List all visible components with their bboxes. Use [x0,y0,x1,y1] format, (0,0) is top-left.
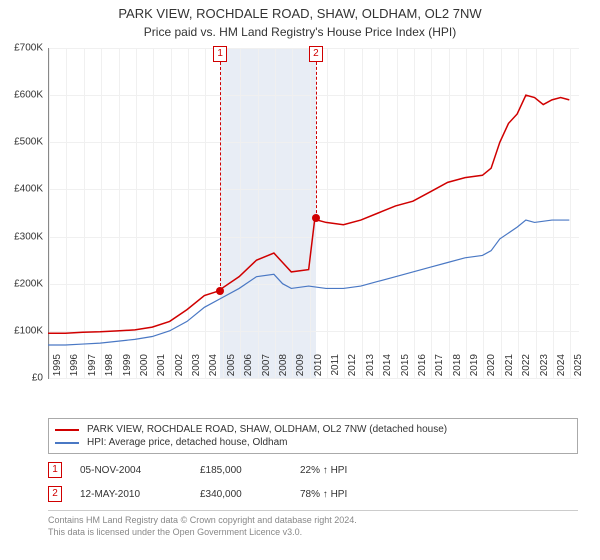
legend-row: HPI: Average price, detached house, Oldh… [55,436,571,449]
event-diff: 22% ↑ HPI [300,465,400,476]
legend-swatch [55,429,79,431]
y-axis-label: £700K [0,43,43,54]
y-axis-label: £300K [0,231,43,242]
series-property [48,95,569,333]
chart-subtitle: Price paid vs. HM Land Registry's House … [0,25,600,39]
legend: PARK VIEW, ROCHDALE ROAD, SHAW, OLDHAM, … [48,418,578,454]
event-row: 2 12-MAY-2010£340,00078% ↑ HPI [48,482,578,506]
event-num: 2 [48,486,62,502]
event-date: 05-NOV-2004 [80,465,200,476]
y-axis-label: £600K [0,90,43,101]
footer: Contains HM Land Registry data © Crown c… [48,510,578,538]
event-num: 1 [48,462,62,478]
footer-line2: This data is licensed under the Open Gov… [48,527,578,539]
y-axis-label: £100K [0,325,43,336]
chart-title: PARK VIEW, ROCHDALE ROAD, SHAW, OLDHAM, … [0,0,600,23]
chart-area: £0£100K£200K£300K£400K£500K£600K£700K199… [48,48,578,378]
event-row: 1 05-NOV-2004£185,00022% ↑ HPI [48,458,578,482]
chart-lines [48,48,578,378]
y-axis-label: £400K [0,184,43,195]
y-axis-label: £500K [0,137,43,148]
y-axis-label: £0 [0,373,43,384]
series-hpi [48,220,569,345]
legend-label: PARK VIEW, ROCHDALE ROAD, SHAW, OLDHAM, … [87,424,447,435]
event-price: £340,000 [200,489,300,500]
legend-row: PARK VIEW, ROCHDALE ROAD, SHAW, OLDHAM, … [55,423,571,436]
legend-label: HPI: Average price, detached house, Oldh… [87,437,288,448]
event-price: £185,000 [200,465,300,476]
legend-swatch [55,442,79,444]
event-diff: 78% ↑ HPI [300,489,400,500]
y-axis-label: £200K [0,278,43,289]
events-table: 1 05-NOV-2004£185,00022% ↑ HPI 2 12-MAY-201… [48,458,578,506]
event-date: 12-MAY-2010 [80,489,200,500]
footer-line1: Contains HM Land Registry data © Crown c… [48,515,578,527]
chart-container: PARK VIEW, ROCHDALE ROAD, SHAW, OLDHAM, … [0,0,600,560]
